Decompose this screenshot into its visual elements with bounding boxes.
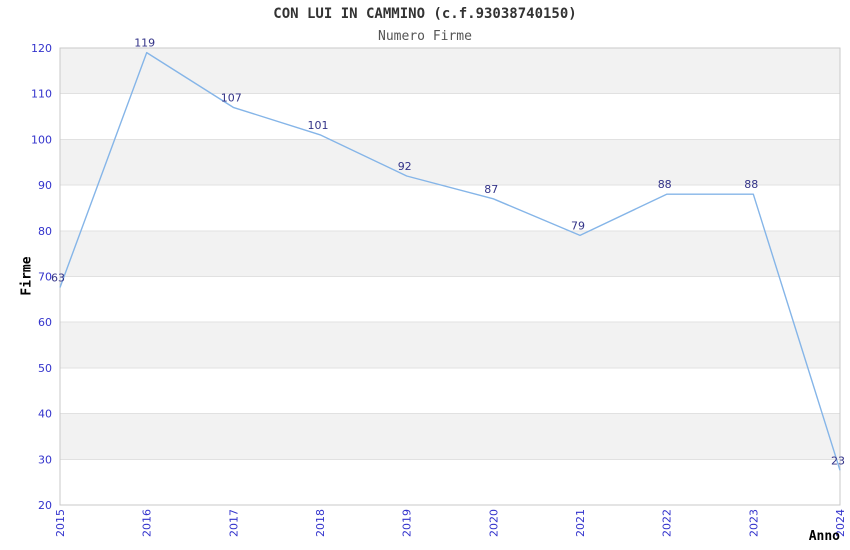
chart-title: CON LUI IN CAMMINO (c.f.93038740150) bbox=[273, 6, 577, 22]
y-tick-label: 90 bbox=[38, 179, 52, 192]
x-tick-label: 2022 bbox=[661, 509, 674, 537]
y-axis-title: Firme bbox=[19, 256, 35, 296]
x-tick-label: 2021 bbox=[574, 509, 587, 537]
data-label: 79 bbox=[571, 219, 585, 232]
x-tick-label: 2015 bbox=[54, 509, 67, 537]
background-band bbox=[60, 413, 840, 460]
data-label: 92 bbox=[398, 160, 412, 173]
series-line bbox=[59, 51, 841, 471]
data-label: 107 bbox=[221, 91, 242, 104]
y-tick-label: 80 bbox=[38, 225, 52, 238]
y-tick-label: 60 bbox=[38, 316, 52, 329]
y-tick-label: 50 bbox=[38, 362, 52, 375]
data-label: 88 bbox=[658, 178, 672, 191]
y-tick-label: 100 bbox=[31, 133, 52, 146]
y-tick-label: 20 bbox=[38, 499, 52, 512]
y-tick-label: 70 bbox=[38, 271, 52, 284]
x-tick-label: 2020 bbox=[487, 509, 500, 537]
data-label: 88 bbox=[744, 178, 758, 191]
plot-border bbox=[59, 47, 841, 506]
data-label: 87 bbox=[484, 183, 498, 196]
background-band bbox=[60, 230, 840, 277]
y-tick-label: 120 bbox=[31, 42, 52, 55]
chart-subtitle: Numero Firme bbox=[378, 29, 472, 44]
background-band bbox=[60, 322, 840, 368]
data-label: 63 bbox=[51, 272, 65, 285]
x-tick-label: 2017 bbox=[227, 509, 240, 537]
data-label: 101 bbox=[308, 119, 329, 132]
x-tick-label: 2019 bbox=[401, 509, 414, 537]
x-tick-label: 2018 bbox=[314, 509, 327, 537]
x-axis-title: Anno bbox=[808, 529, 840, 544]
background-band bbox=[60, 48, 840, 94]
background-band bbox=[60, 139, 840, 186]
x-tick-label: 2023 bbox=[747, 509, 760, 537]
y-tick-label: 110 bbox=[31, 88, 52, 101]
x-tick-label: 2016 bbox=[141, 509, 154, 537]
y-tick-label: 30 bbox=[38, 453, 52, 466]
data-label: 23 bbox=[831, 454, 845, 467]
x-tick-label: 2024 bbox=[834, 509, 847, 537]
data-label: 119 bbox=[134, 37, 155, 50]
y-tick-label: 40 bbox=[38, 408, 52, 421]
